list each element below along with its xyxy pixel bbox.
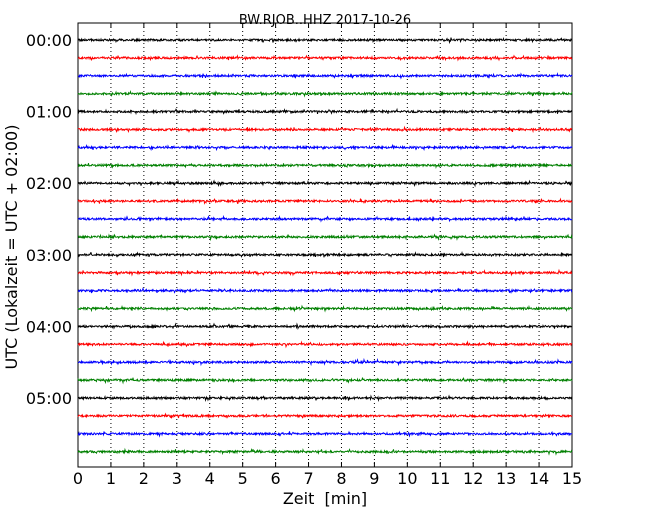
trace-line xyxy=(77,54,573,62)
x-tick-label: 8 xyxy=(336,469,346,488)
y-tick-label: 05:00 xyxy=(26,389,72,408)
x-tick-label: 15 xyxy=(562,469,582,488)
x-tick-label: 1 xyxy=(106,469,116,488)
x-tick-label: 13 xyxy=(496,469,516,488)
trace-line xyxy=(77,304,573,313)
x-tick-label: 0 xyxy=(73,469,83,488)
y-tick-label: 04:00 xyxy=(26,317,72,336)
trace-line xyxy=(77,251,573,258)
trace-line xyxy=(77,143,573,152)
trace-line xyxy=(77,72,573,80)
trace-line xyxy=(77,322,573,331)
trace-line xyxy=(77,357,573,367)
x-tick-label: 4 xyxy=(205,469,215,488)
x-tick-label: 2 xyxy=(139,469,149,488)
x-tick-label: 11 xyxy=(430,469,450,488)
trace-line xyxy=(77,447,573,456)
x-tick-label: 9 xyxy=(369,469,379,488)
trace-line xyxy=(77,107,573,116)
trace-line xyxy=(77,36,573,45)
y-tick-label: 00:00 xyxy=(26,31,72,50)
vertical-grid xyxy=(110,23,540,467)
trace-line xyxy=(77,287,573,294)
y-tick-label: 02:00 xyxy=(26,174,72,193)
y-axis: 00:00 01:00 02:00 03:00 04:00 05:00 xyxy=(26,31,572,408)
trace-line xyxy=(77,197,573,205)
trace-line xyxy=(77,412,573,419)
trace-line xyxy=(77,179,573,188)
trace-line xyxy=(77,340,573,349)
trace-line xyxy=(77,233,573,242)
trace-line xyxy=(77,89,573,98)
y-tick-label: 03:00 xyxy=(26,246,72,265)
y-tick-label: 01:00 xyxy=(26,103,72,122)
x-tick-label: 14 xyxy=(529,469,549,488)
x-axis: 0 1 2 3 4 5 6 7 8 9 10 11 12 13 14 15 xyxy=(73,23,582,488)
x-tick-label: 3 xyxy=(172,469,182,488)
trace-line xyxy=(77,430,573,438)
trace-line xyxy=(77,268,573,277)
trace-line xyxy=(77,377,573,385)
y-axis-label: UTC (Lokalzeit = UTC + 02:00) xyxy=(2,125,21,370)
x-tick-label: 6 xyxy=(271,469,281,488)
trace-line xyxy=(77,394,573,403)
x-axis-label: Zeit [min] xyxy=(283,489,367,508)
chart-title: BW.RJOB..HHZ 2017-10-26 xyxy=(239,13,411,28)
x-tick-label: 12 xyxy=(463,469,483,488)
plot-frame xyxy=(77,22,573,468)
x-tick-label: 5 xyxy=(238,469,248,488)
trace-line xyxy=(77,125,573,134)
x-tick-label: 7 xyxy=(303,469,313,488)
trace-group xyxy=(77,36,573,456)
trace-line xyxy=(77,214,573,223)
trace-line xyxy=(77,162,573,170)
x-tick-label: 10 xyxy=(397,469,417,488)
